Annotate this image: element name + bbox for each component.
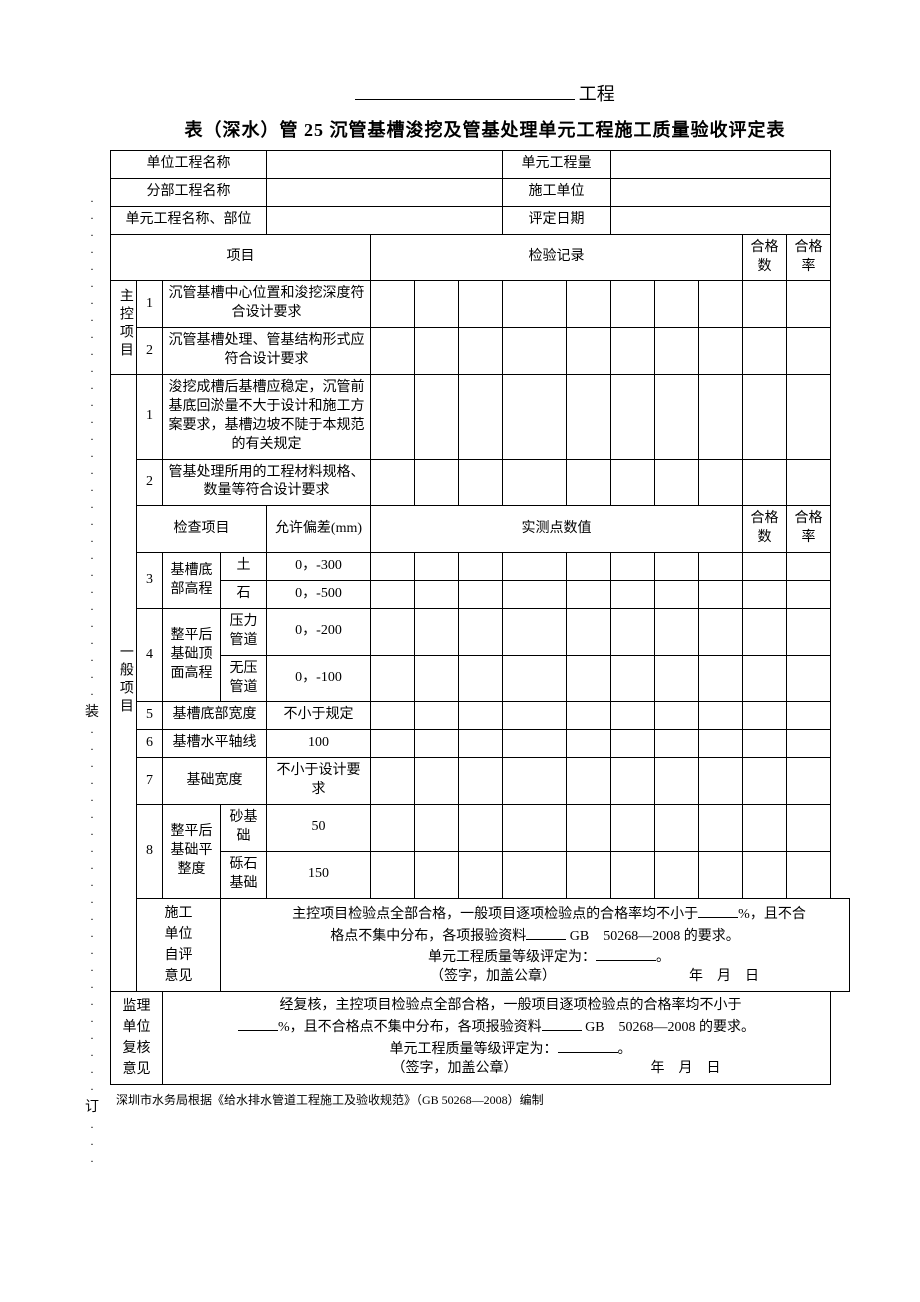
main-item-1: 主控项目 1 沉管基槽中心位置和浚挖深度符合设计要求 xyxy=(111,281,850,328)
general-item-1: 一般项目 1 浚挖成槽后基槽应稳定，沉管前基底回淤量不大于设计和施工方案要求，基… xyxy=(111,375,850,460)
label-sub-project-name: 分部工程名称 xyxy=(111,178,267,206)
binding-strip: ···· ···· ···· ···· ···· ···· ···· ·· 装 … xyxy=(85,190,99,1172)
check-item-7-no: 7 xyxy=(137,758,163,805)
check-item-8b-dev: 150 xyxy=(267,851,371,898)
subheader-pass-rate: 合格率 xyxy=(787,506,831,553)
check-item-8b-label: 砾石基础 xyxy=(221,851,267,898)
check-item-3b-label: 石 xyxy=(221,581,267,609)
check-item-8a-dev: 50 xyxy=(267,805,371,852)
check-item-5-dev: 不小于规定 xyxy=(267,702,371,730)
check-item-3-name: 基槽底部高程 xyxy=(163,553,221,609)
check-item-8a: 8 整平后基础平整度 砂基础 50 xyxy=(111,805,850,852)
check-item-4b-dev: 0，-100 xyxy=(267,655,371,702)
subheader-allow-dev: 允许偏差(mm) xyxy=(267,506,371,553)
label-unit-name-pos: 单元工程名称、部位 xyxy=(111,206,267,234)
label-eval-date: 评定日期 xyxy=(503,206,611,234)
group-main-control: 主控项目 xyxy=(111,281,137,375)
value-unit-name-pos[interactable] xyxy=(267,206,503,234)
self-opinion-row: 施工单位自评意见 主控项目检验点全部合格，一般项目逐项检验点的合格率均不小于%，… xyxy=(111,898,850,992)
header-pass-count: 合格数 xyxy=(743,234,787,281)
value-eval-date[interactable] xyxy=(611,206,831,234)
header-row: 项目 检验记录 合格数 合格率 xyxy=(111,234,850,281)
review-opinion-label: 监理单位复核意见 xyxy=(111,992,163,1085)
header-item: 项目 xyxy=(111,234,371,281)
header-record: 检验记录 xyxy=(371,234,743,281)
general-item-1-no: 1 xyxy=(137,375,163,460)
check-subheader: 检查项目 允许偏差(mm) 实测点数值 合格数 合格率 xyxy=(111,506,850,553)
value-unit-qty[interactable] xyxy=(611,151,831,179)
check-item-3-no: 3 xyxy=(137,553,163,609)
general-item-2-no: 2 xyxy=(137,459,163,506)
value-unit-project-name[interactable] xyxy=(267,151,503,179)
check-item-6-dev: 100 xyxy=(267,730,371,758)
check-item-7-name: 基础宽度 xyxy=(163,758,267,805)
meta-row-2: 分部工程名称 施工单位 xyxy=(111,178,850,206)
self-opinion-body[interactable]: 主控项目检验点全部合格，一般项目逐项检验点的合格率均不小于%，且不合 格点不集中… xyxy=(221,898,850,992)
check-item-4a: 4 整平后基础顶面高程 压力管道 0，-200 xyxy=(111,608,850,655)
check-item-4b: 无压管道 0，-100 xyxy=(111,655,850,702)
review-opinion-body[interactable]: 经复核，主控项目检验点全部合格，一般项目逐项检验点的合格率均不小于 %，且不合格… xyxy=(163,992,831,1085)
meta-row-1: 单位工程名称 单元工程量 xyxy=(111,151,850,179)
value-sub-project-name[interactable] xyxy=(267,178,503,206)
check-item-4a-label: 压力管道 xyxy=(221,608,267,655)
group-general: 一般项目 xyxy=(111,375,137,992)
check-item-3b: 石 0，-500 xyxy=(111,581,850,609)
main-item-1-text: 沉管基槽中心位置和浚挖深度符合设计要求 xyxy=(163,281,371,328)
check-item-3a-dev: 0，-300 xyxy=(267,553,371,581)
label-unit-project-name: 单位工程名称 xyxy=(111,151,267,179)
meta-row-3: 单元工程名称、部位 评定日期 xyxy=(111,206,850,234)
check-item-4-name: 整平后基础顶面高程 xyxy=(163,608,221,702)
table-title: 表（深水）管 25 沉管基槽浚挖及管基处理单元工程施工质量验收评定表 xyxy=(110,116,860,142)
binding-zhuang: 装 xyxy=(85,706,99,720)
review-opinion-row: 监理单位复核意见 经复核，主控项目检验点全部合格，一般项目逐项检验点的合格率均不… xyxy=(111,992,850,1085)
project-name-blank xyxy=(355,82,575,100)
main-item-2-text: 沉管基槽处理、管基结构形式应符合设计要求 xyxy=(163,328,371,375)
subheader-check-item: 检查项目 xyxy=(137,506,267,553)
check-item-4-no: 4 xyxy=(137,608,163,702)
check-item-8-no: 8 xyxy=(137,805,163,899)
check-item-5-name: 基槽底部宽度 xyxy=(163,702,267,730)
check-item-6: 6 基槽水平轴线 100 xyxy=(111,730,850,758)
check-item-8-name: 整平后基础平整度 xyxy=(163,805,221,899)
general-item-2-text: 管基处理所用的工程材料规格、数量等符合设计要求 xyxy=(163,459,371,506)
subheader-pass-count: 合格数 xyxy=(743,506,787,553)
subheader-measured: 实测点数值 xyxy=(371,506,743,553)
check-item-5-no: 5 xyxy=(137,702,163,730)
check-item-6-no: 6 xyxy=(137,730,163,758)
main-item-1-no: 1 xyxy=(137,281,163,328)
label-unit-qty: 单元工程量 xyxy=(503,151,611,179)
label-constructor: 施工单位 xyxy=(503,178,611,206)
self-opinion-label: 施工单位自评意见 xyxy=(137,898,221,992)
value-constructor[interactable] xyxy=(611,178,831,206)
check-item-8a-label: 砂基础 xyxy=(221,805,267,852)
project-suffix: 工程 xyxy=(579,84,615,104)
check-item-5: 5 基槽底部宽度 不小于规定 xyxy=(111,702,850,730)
check-item-6-name: 基槽水平轴线 xyxy=(163,730,267,758)
check-item-3a: 3 基槽底部高程 土 0，-300 xyxy=(111,553,850,581)
check-item-4b-label: 无压管道 xyxy=(221,655,267,702)
general-item-2: 2 管基处理所用的工程材料规格、数量等符合设计要求 xyxy=(111,459,850,506)
general-item-1-text: 浚挖成槽后基槽应稳定，沉管前基底回淤量不大于设计和施工方案要求，基槽边坡不陡于本… xyxy=(163,375,371,460)
binding-ding: 订 xyxy=(85,1101,99,1115)
page: ···· ···· ···· ···· ···· ···· ···· ·· 装 … xyxy=(0,0,920,1148)
header-pass-rate: 合格率 xyxy=(787,234,831,281)
footer-note: 深圳市水务局根据《给水排水管道工程施工及验收规范》（GB 50268—2008）… xyxy=(116,1091,860,1108)
check-item-3a-label: 土 xyxy=(221,553,267,581)
check-item-4a-dev: 0，-200 xyxy=(267,608,371,655)
main-item-2: 2 沉管基槽处理、管基结构形式应符合设计要求 xyxy=(111,328,850,375)
check-item-7-dev: 不小于设计要求 xyxy=(267,758,371,805)
check-item-3b-dev: 0，-500 xyxy=(267,581,371,609)
check-item-8b: 砾石基础 150 xyxy=(111,851,850,898)
document-header: 工程 xyxy=(110,80,860,106)
main-item-2-no: 2 xyxy=(137,328,163,375)
check-item-7: 7 基础宽度 不小于设计要求 xyxy=(111,758,850,805)
evaluation-table: 单位工程名称 单元工程量 分部工程名称 施工单位 单元工程名称、部位 评定日期 … xyxy=(110,150,850,1085)
